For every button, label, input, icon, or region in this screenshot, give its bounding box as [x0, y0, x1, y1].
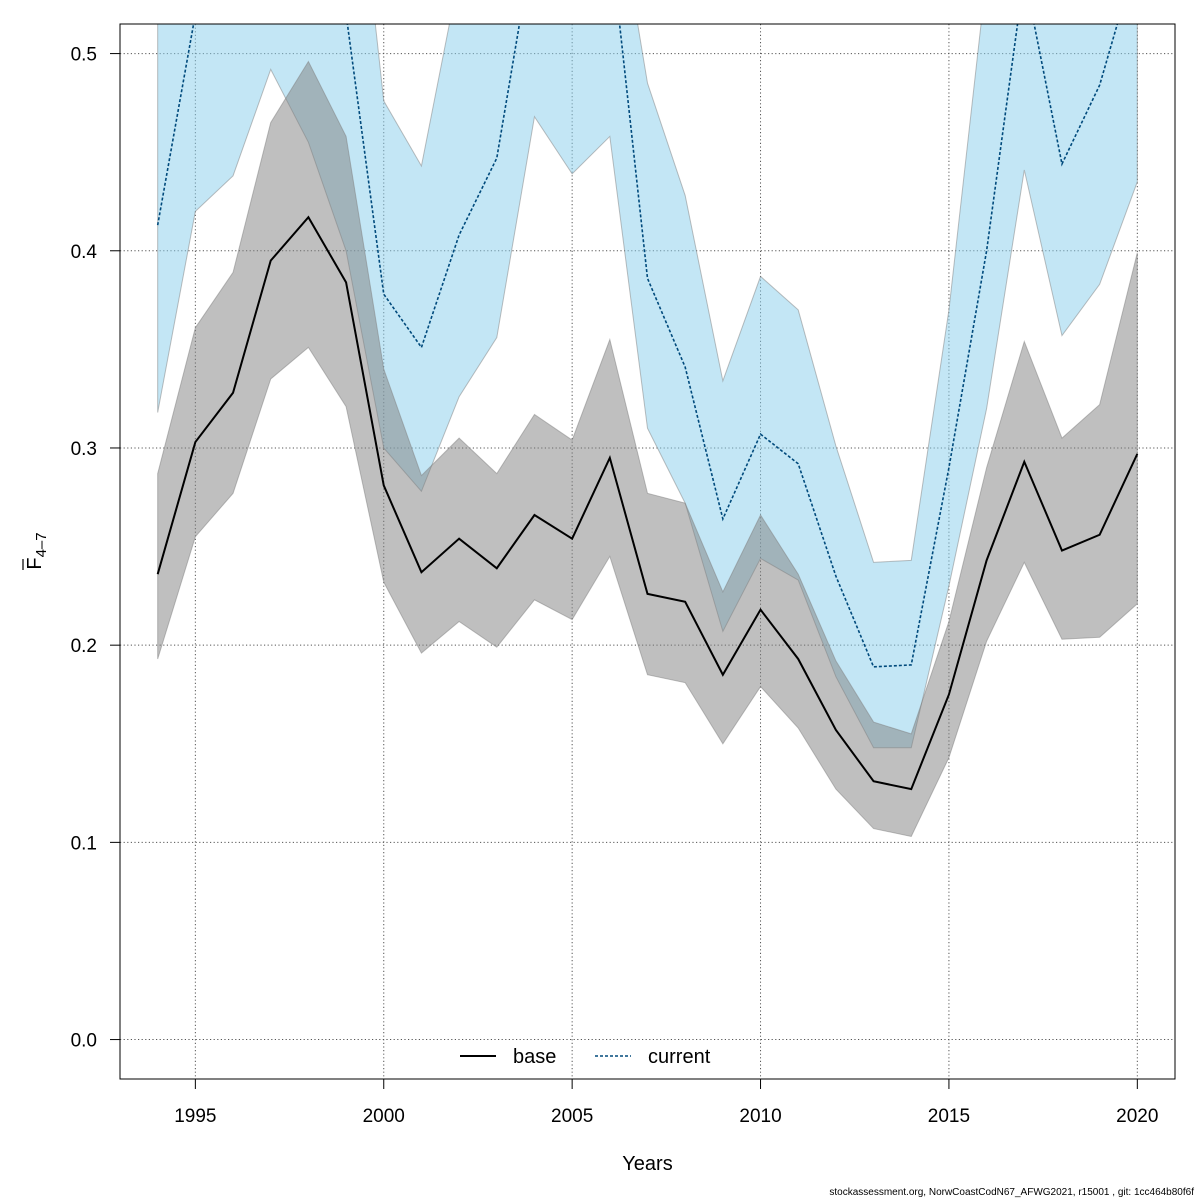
footer-credit: stockassessment.org, NorwCoastCodN67_AFW…: [829, 1187, 1194, 1198]
y-axis-title-sub: 4–7: [33, 532, 50, 557]
x-tick-label: 2020: [1116, 1106, 1158, 1127]
x-tick-label: 2000: [363, 1106, 405, 1127]
confidence-bands: [157, 24, 1138, 838]
y-axis-title: F4–7: [22, 532, 50, 570]
line-base: [156, 215, 1139, 791]
y-tick-label: 0.3: [71, 439, 97, 460]
y-tick-label: 0.1: [71, 833, 97, 854]
y-tick-label: 0.2: [71, 636, 97, 657]
x-axis: 1995 2000 2005 2010 2015 2020: [174, 1078, 1158, 1127]
y-axis-title-main: F: [24, 557, 46, 569]
legend: base current: [460, 1046, 711, 1068]
x-tick-label: 2010: [739, 1106, 781, 1127]
y-tick-label: 0.0: [71, 1031, 97, 1052]
x-tick-label: 1995: [174, 1106, 216, 1127]
y-tick-label: 0.4: [71, 242, 98, 263]
y-axis: 0.0 0.1 0.2 0.3 0.4 0.5: [71, 45, 121, 1052]
x-tick-label: 2005: [551, 1106, 593, 1127]
svg-text:F4–7: F4–7: [24, 532, 50, 569]
series-lines: [156, 24, 1139, 791]
y-tick-label: 0.5: [71, 45, 97, 66]
legend-label-current: current: [648, 1046, 711, 1068]
band-base: [157, 60, 1138, 838]
legend-label-base: base: [513, 1046, 556, 1068]
x-axis-title: Years: [622, 1153, 672, 1175]
x-tick-label: 2015: [928, 1106, 970, 1127]
band-current: [157, 24, 1138, 749]
